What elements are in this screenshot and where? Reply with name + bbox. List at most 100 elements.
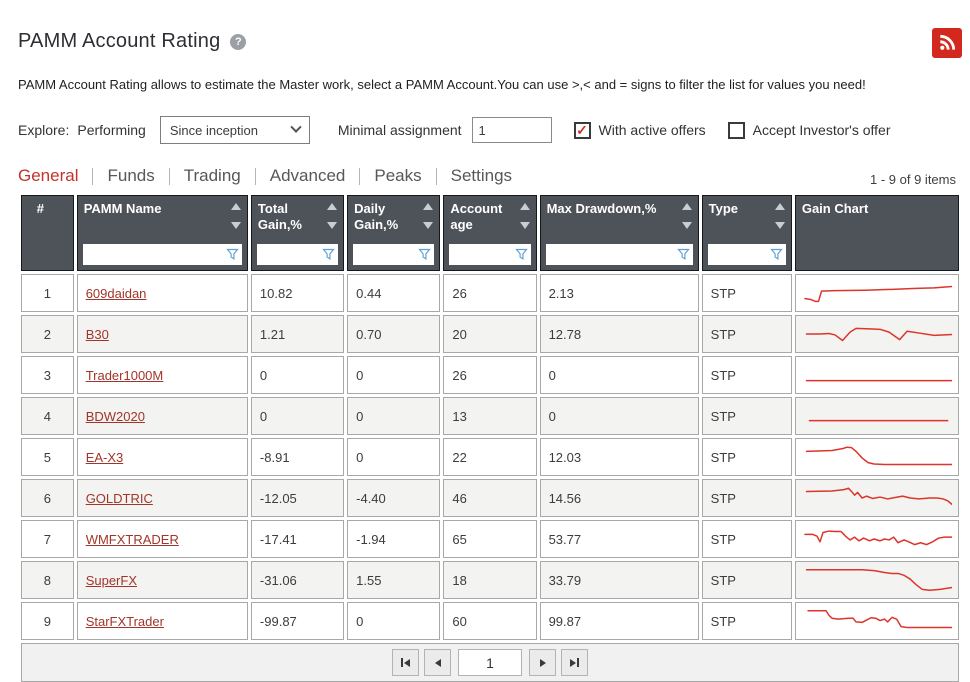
accept-investors-offer-checkbox[interactable]: ✓ Accept Investor's offer (727, 121, 890, 139)
help-icon[interactable]: ? (230, 33, 247, 50)
type-cell: STP (701, 438, 792, 476)
column-header-type[interactable]: Type (701, 195, 792, 271)
table-row: 8 SuperFX -31.06 1.55 18 33.79 STP (21, 561, 959, 599)
pamm-name-cell: Trader1000M (76, 356, 248, 394)
with-active-offers-checkbox[interactable]: ✓ With active offers (573, 121, 706, 139)
column-header-max_drawdown[interactable]: Max Drawdown,% (539, 195, 699, 271)
sort-desc-icon[interactable] (681, 222, 692, 229)
pamm-name-link[interactable]: 609daidan (85, 285, 147, 301)
row-index: 5 (21, 438, 74, 476)
column-label: Gain Chart (801, 201, 869, 216)
pager-prev-button[interactable] (424, 649, 451, 676)
pamm-name-link[interactable]: SuperFX (85, 572, 137, 588)
filter-funnel-icon[interactable] (514, 248, 528, 261)
pamm-name-cell: StarFXTrader (76, 602, 248, 640)
pamm-name-cell: EA-X3 (76, 438, 248, 476)
pager-last-button[interactable] (561, 649, 588, 676)
filter-funnel-icon[interactable] (676, 248, 690, 261)
daily-gain-cell: 1.55 (347, 561, 441, 599)
page-number-input[interactable] (458, 649, 522, 676)
sort-asc-icon[interactable] (423, 203, 434, 210)
column-filter (353, 244, 435, 265)
sort-desc-icon[interactable] (423, 222, 434, 229)
checkbox-icon[interactable]: ✓ (573, 121, 591, 139)
filter-funnel-icon[interactable] (770, 248, 783, 261)
max-drawdown-cell: 99.87 (539, 602, 699, 640)
pamm-name-link[interactable]: BDW2020 (85, 408, 145, 424)
gain-chart-cell (794, 520, 959, 558)
pager-next-button[interactable] (529, 649, 556, 676)
with-active-offers-label: With active offers (598, 122, 706, 138)
pamm-name-link[interactable]: Trader1000M (85, 367, 164, 383)
sort-asc-icon[interactable] (681, 203, 692, 210)
sort-desc-icon[interactable] (327, 222, 338, 229)
rss-icon[interactable] (932, 28, 962, 58)
filter-funnel-icon[interactable] (226, 248, 239, 261)
sort-asc-icon[interactable] (327, 203, 338, 210)
sort-asc-icon[interactable] (774, 203, 785, 210)
account-age-cell: 26 (443, 274, 537, 312)
gain-chart-cell (794, 274, 959, 312)
table-row: 6 GOLDTRIC -12.05 -4.40 46 14.56 STP (21, 479, 959, 517)
column-filter (707, 244, 786, 265)
filter-bar: Explore: Performing Since inception Mini… (18, 116, 958, 144)
sort-asc-icon[interactable] (519, 203, 530, 210)
pamm-name-link[interactable]: B30 (85, 326, 109, 342)
gain-chart-cell (794, 356, 959, 394)
account-age-cell: 60 (443, 602, 537, 640)
column-label: Daily Gain,% (354, 201, 399, 233)
pamm-name-cell: GOLDTRIC (76, 479, 248, 517)
column-header-daily_gain[interactable]: Daily Gain,% (347, 195, 441, 271)
column-filter-input[interactable] (449, 244, 531, 265)
table-row: 7 WMFXTRADER -17.41 -1.94 65 53.77 STP (21, 520, 959, 558)
column-filter (256, 244, 339, 265)
total-gain-cell: -99.87 (250, 602, 345, 640)
pamm-name-cell: WMFXTRADER (76, 520, 248, 558)
row-index: 4 (21, 397, 74, 435)
tab-settings[interactable]: Settings (450, 166, 513, 185)
column-filter-input[interactable] (256, 244, 339, 265)
sort-desc-icon[interactable] (230, 222, 241, 229)
filter-funnel-icon[interactable] (322, 248, 335, 261)
column-filter-input[interactable] (82, 244, 242, 265)
sort-desc-icon[interactable] (519, 222, 530, 229)
minimal-assignment-input[interactable] (471, 117, 552, 143)
period-select-value: Since inception (169, 122, 258, 138)
filter-funnel-icon[interactable] (418, 248, 432, 261)
pamm-name-link[interactable]: StarFXTrader (85, 613, 164, 629)
gain-chart-cell (794, 479, 959, 517)
sort-asc-icon[interactable] (230, 203, 241, 210)
sort-arrows (230, 203, 241, 229)
column-header-name[interactable]: PAMM Name (76, 195, 248, 271)
column-header-account_age[interactable]: Account age (443, 195, 537, 271)
total-gain-cell: -8.91 (250, 438, 345, 476)
sort-desc-icon[interactable] (774, 222, 785, 229)
column-header-total_gain[interactable]: Total Gain,% (250, 195, 345, 271)
table-row: 3 Trader1000M 0 0 26 0 STP (21, 356, 959, 394)
gain-sparkline (802, 525, 952, 553)
tab-advanced[interactable]: Advanced (269, 166, 346, 185)
max-drawdown-cell: 14.56 (539, 479, 699, 517)
total-gain-cell: 10.82 (250, 274, 345, 312)
checkbox-icon[interactable]: ✓ (727, 121, 745, 139)
column-filter-input[interactable] (545, 244, 693, 265)
pamm-name-link[interactable]: GOLDTRIC (85, 490, 153, 506)
pamm-name-link[interactable]: EA-X3 (85, 449, 124, 465)
pamm-name-cell: 609daidan (76, 274, 248, 312)
type-cell: STP (701, 520, 792, 558)
column-label: Account age (450, 201, 503, 233)
column-label: Type (708, 201, 739, 216)
tab-funds[interactable]: Funds (107, 166, 155, 185)
column-filter-input[interactable] (353, 244, 435, 265)
column-filter-input[interactable] (707, 244, 786, 265)
tab-peaks[interactable]: Peaks (374, 166, 422, 185)
gain-sparkline (802, 607, 952, 635)
pager-first-button[interactable] (392, 649, 419, 676)
tab-trading[interactable]: Trading (183, 166, 241, 185)
gain-chart-cell (794, 438, 959, 476)
period-select[interactable]: Since inception (159, 116, 310, 144)
tab-separator (359, 167, 361, 185)
total-gain-cell: -12.05 (250, 479, 345, 517)
tab-general[interactable]: General (18, 166, 79, 185)
pamm-name-link[interactable]: WMFXTRADER (85, 531, 179, 547)
